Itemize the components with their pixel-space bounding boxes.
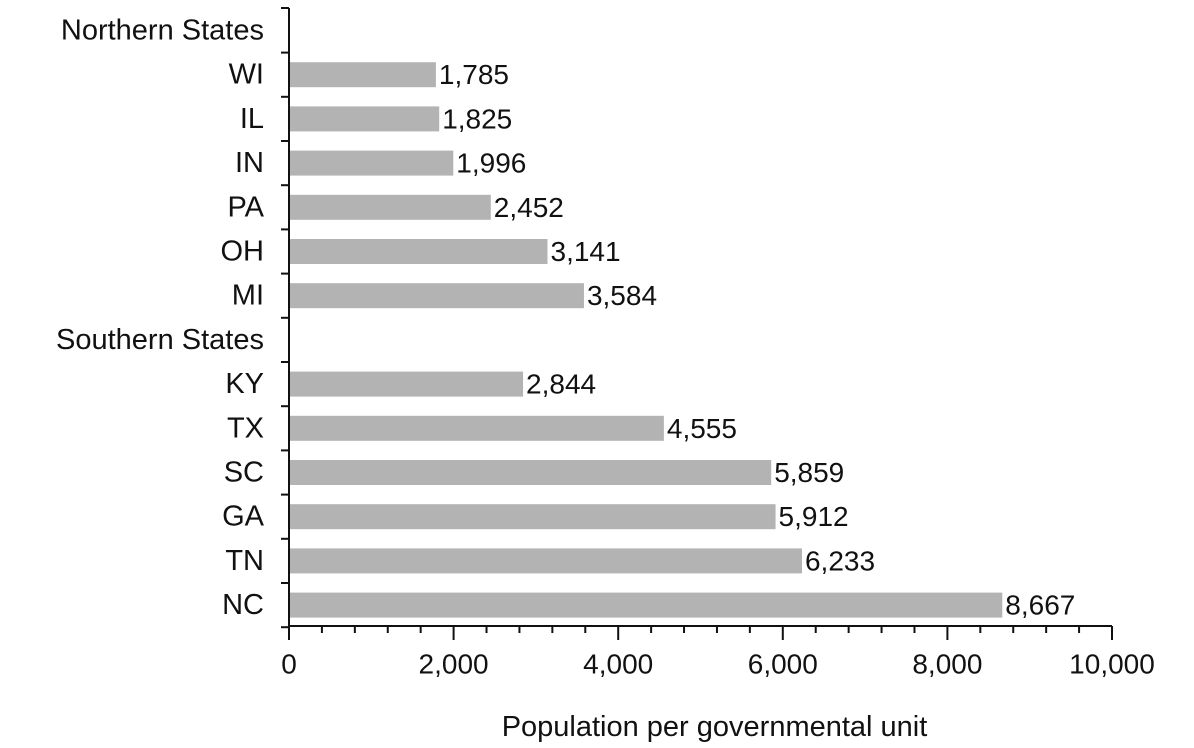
y-tick-label: PA [227, 191, 264, 223]
data-label: 1,996 [456, 148, 526, 179]
bar [290, 371, 524, 397]
data-label: 4,555 [667, 413, 737, 444]
plot-area: Northern States WI 1,785 IL 1,825 IN 1,996 PA 2,… [56, 7, 1155, 680]
data-label: 3,584 [587, 280, 657, 311]
x-tick-label: 6,000 [748, 649, 818, 680]
data-label: 1,825 [442, 103, 512, 134]
bar [290, 415, 664, 441]
bar [290, 283, 584, 309]
data-label: 1,785 [439, 59, 509, 90]
bar [290, 548, 802, 574]
y-tick-label: GA [222, 501, 265, 533]
x-axis-title: Population per governmental unit [502, 711, 928, 743]
y-tick-label: TN [225, 545, 264, 577]
bar [290, 150, 454, 176]
x-tick-label: 10,000 [1069, 649, 1155, 680]
bar [290, 460, 772, 485]
y-tick-label: TX [227, 412, 264, 444]
group-label: Southern States [56, 324, 264, 356]
bar [290, 62, 436, 88]
data-label: 8,667 [1005, 590, 1075, 621]
data-label: 3,141 [551, 236, 621, 267]
x-tick-label: 4,000 [583, 649, 653, 680]
bar [290, 194, 491, 220]
data-label: 6,233 [805, 545, 875, 576]
x-tick-label: 8,000 [912, 649, 982, 680]
data-label: 2,452 [494, 192, 564, 223]
y-tick-label: IN [235, 147, 264, 179]
y-tick-label: KY [225, 368, 264, 400]
x-tick-label: 0 [281, 649, 297, 680]
data-label: 5,859 [774, 457, 844, 488]
y-tick-label: SC [224, 457, 264, 489]
bar [290, 592, 1003, 618]
y-tick-label: NC [222, 589, 264, 621]
x-tick-label: 2,000 [419, 649, 489, 680]
data-label: 2,844 [526, 369, 596, 400]
bar [290, 504, 776, 530]
data-label: 5,912 [779, 501, 849, 532]
y-tick-label: WI [229, 59, 264, 91]
y-tick-label: OH [221, 236, 265, 268]
y-tick-label: IL [240, 103, 264, 135]
bar [290, 106, 440, 132]
y-tick-label: MI [232, 280, 264, 312]
bar [290, 239, 548, 264]
group-label: Northern States [61, 15, 264, 47]
